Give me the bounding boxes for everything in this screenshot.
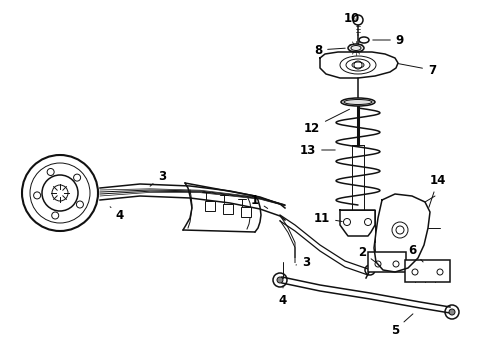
Text: 1: 1: [251, 194, 268, 208]
Text: 13: 13: [300, 144, 335, 157]
Text: 4: 4: [110, 207, 124, 221]
Text: 14: 14: [429, 174, 446, 207]
Text: 12: 12: [304, 109, 349, 135]
Text: 3: 3: [296, 256, 310, 269]
Text: 9: 9: [373, 33, 404, 46]
Text: 7: 7: [398, 63, 436, 77]
Circle shape: [449, 309, 455, 315]
Circle shape: [277, 277, 283, 283]
Text: 11: 11: [314, 212, 342, 225]
Bar: [368, 252, 406, 272]
Bar: [241, 207, 251, 217]
Text: 6: 6: [408, 243, 423, 262]
Bar: [223, 204, 233, 214]
Text: 2: 2: [358, 246, 376, 262]
Ellipse shape: [341, 98, 375, 106]
Text: 10: 10: [344, 12, 360, 24]
Text: 8: 8: [314, 44, 345, 57]
Ellipse shape: [348, 44, 364, 52]
Text: 4: 4: [279, 286, 287, 306]
Text: 5: 5: [391, 314, 413, 337]
Bar: [205, 201, 215, 211]
Text: 3: 3: [150, 170, 166, 186]
Bar: [405, 260, 450, 282]
